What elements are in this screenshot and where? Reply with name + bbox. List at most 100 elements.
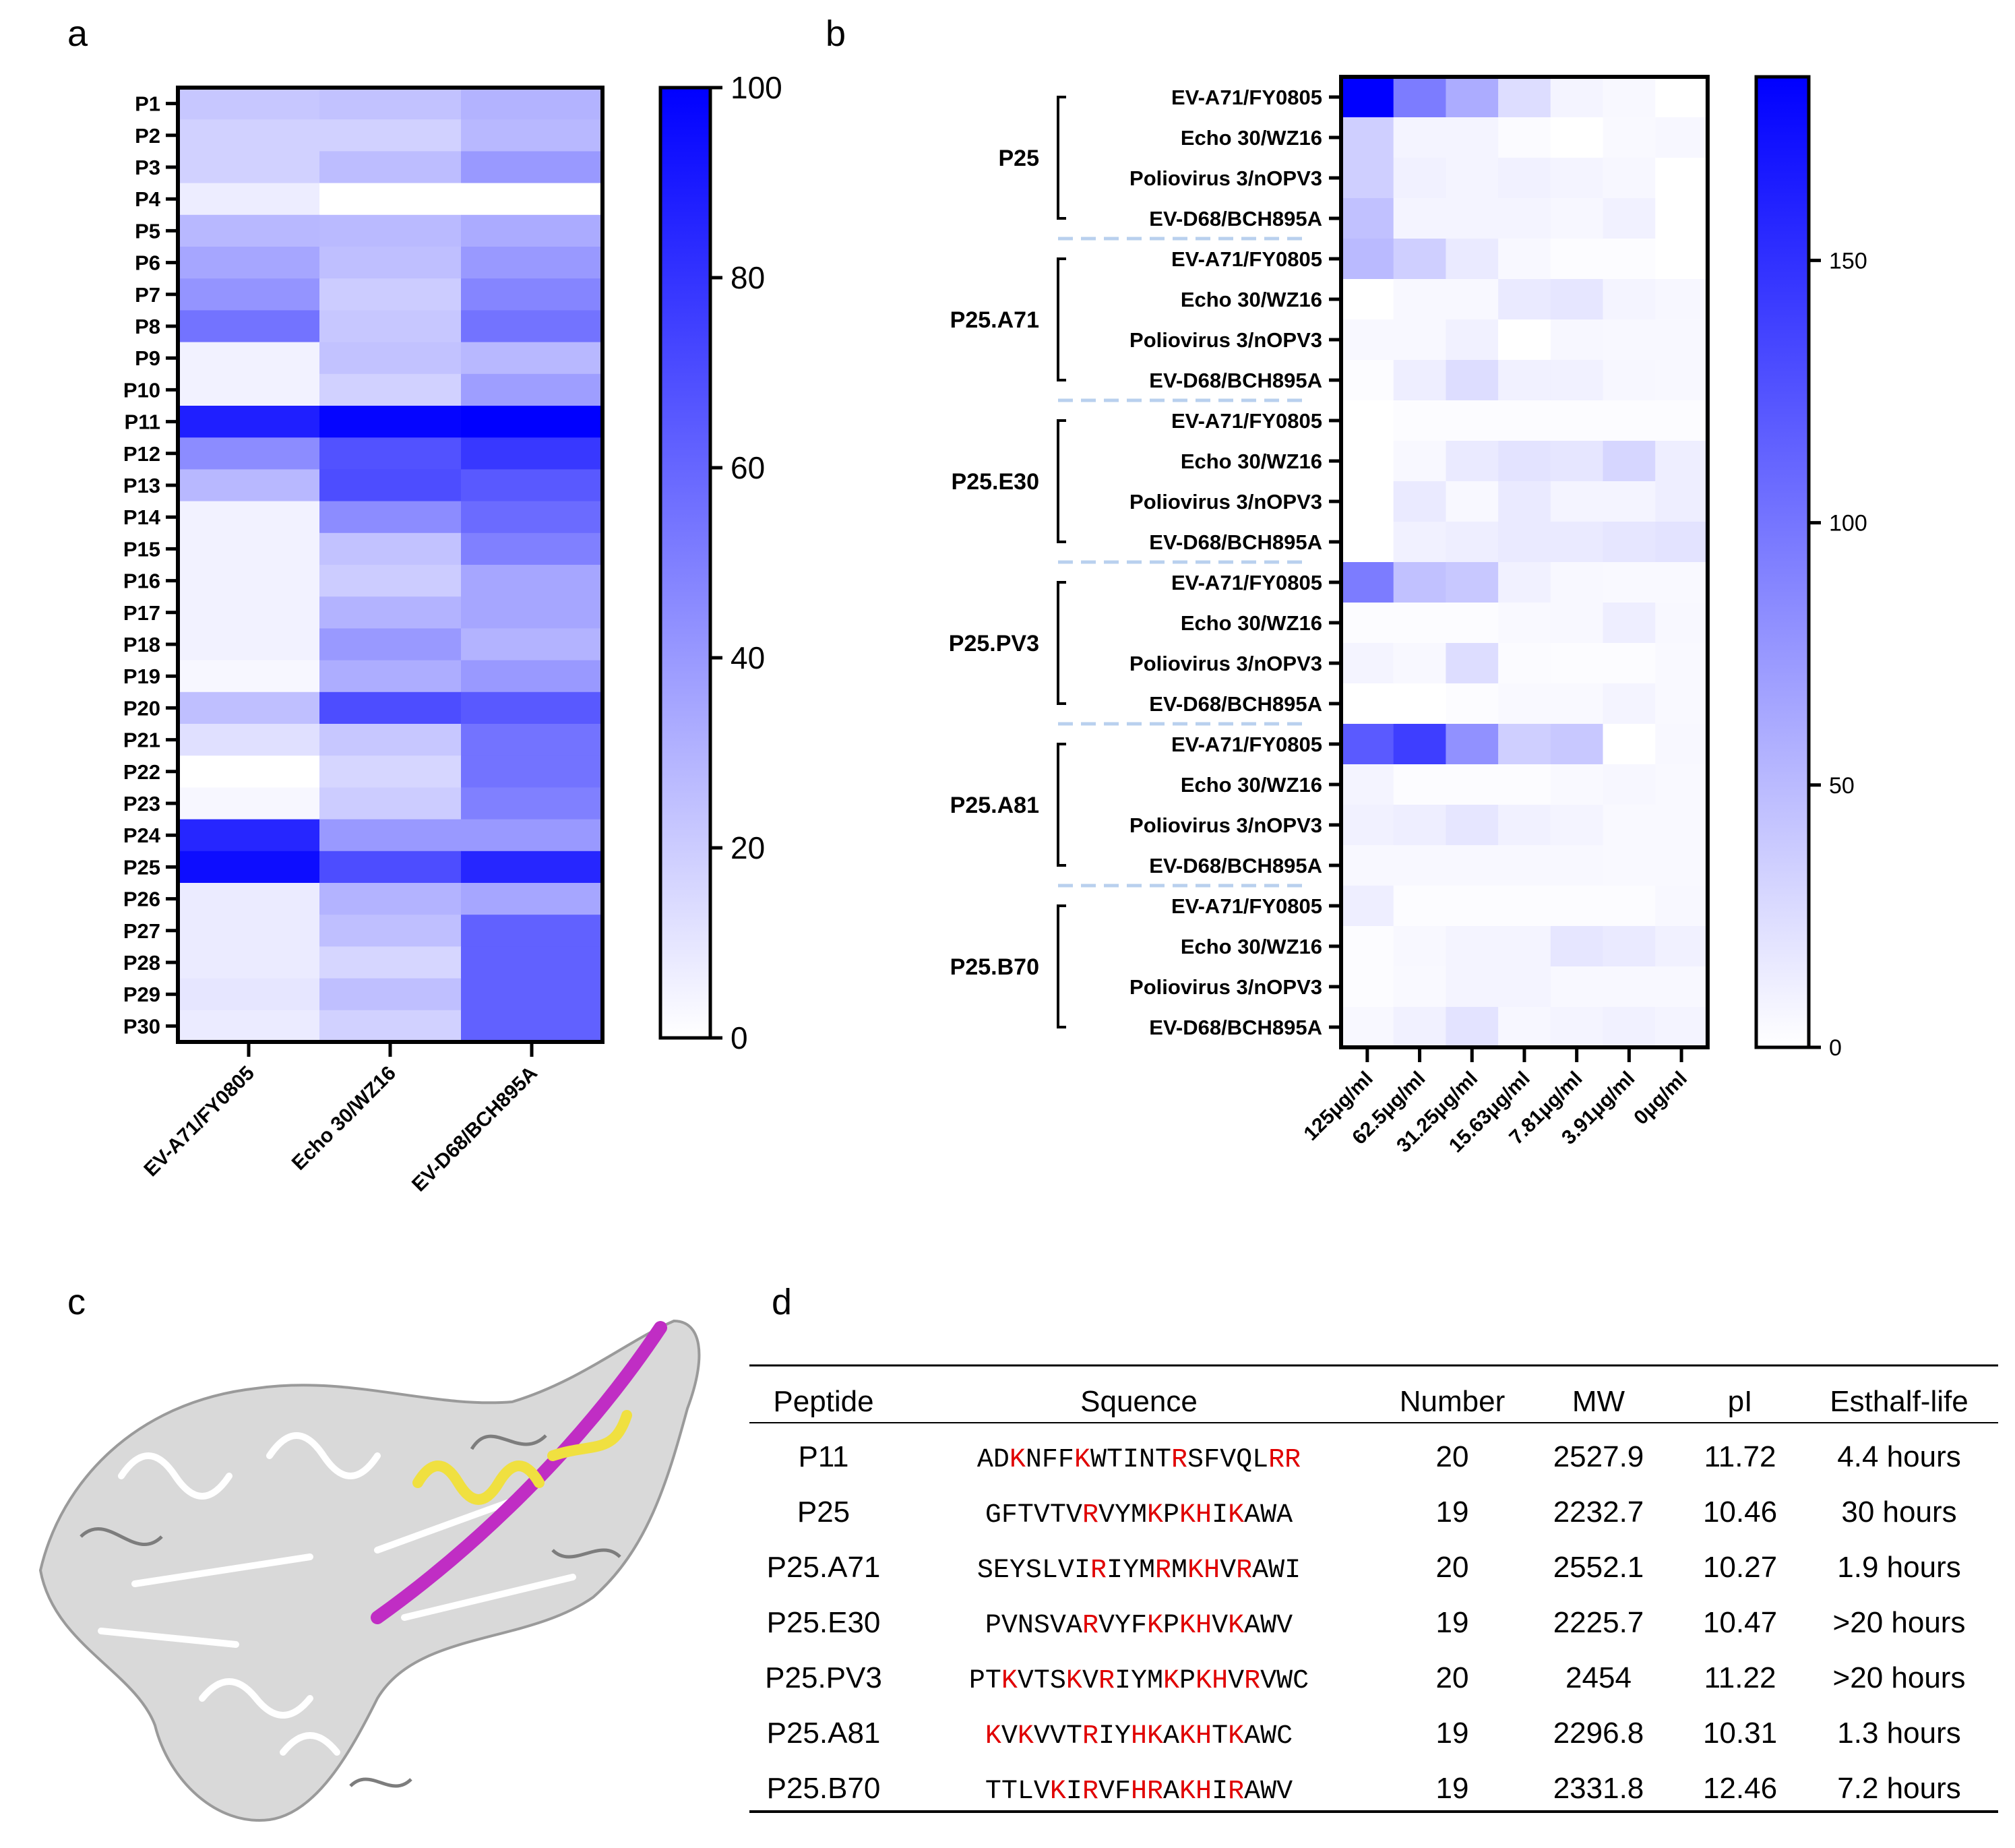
a-cell-P28-2 xyxy=(319,946,462,979)
b-row-label: Poliovirus 3/nOPV3 xyxy=(1129,328,1322,352)
d-residue: H xyxy=(1196,1777,1212,1807)
d-residue: R xyxy=(1228,1777,1244,1807)
d-residue: L xyxy=(1252,1445,1268,1475)
d-residue: A xyxy=(1244,1611,1260,1641)
d-residue: H xyxy=(1131,1721,1147,1752)
d-mw: 2331.8 xyxy=(1553,1772,1644,1805)
d-halflife: 1.9 hours xyxy=(1837,1551,1960,1584)
b-cell-15-2 xyxy=(1446,683,1499,725)
d-residue: K xyxy=(1179,1611,1196,1641)
d-residue: I xyxy=(1066,1777,1082,1807)
b-row-label: EV-A71/FY0805 xyxy=(1171,247,1322,271)
d-residue: K xyxy=(1147,1721,1163,1752)
b-cell-0-1 xyxy=(1393,77,1446,118)
b-cell-8-0 xyxy=(1341,400,1394,441)
a-col-label-3: EV-D68/BCH895A xyxy=(408,1062,542,1196)
d-residue: W xyxy=(1260,1500,1276,1531)
a-cell-P12-3 xyxy=(461,437,603,470)
b-row-label: Poliovirus 3/nOPV3 xyxy=(1129,652,1322,675)
b-cell-3-5 xyxy=(1603,198,1656,239)
d-residue: V xyxy=(1098,1611,1115,1641)
a-cell-P8-1 xyxy=(178,310,320,343)
a-cell-P16-2 xyxy=(319,565,462,597)
b-cell-22-0 xyxy=(1341,966,1394,1008)
a-cell-P20-3 xyxy=(461,691,603,725)
a-row-label-P28: P28 xyxy=(123,951,160,975)
b-cell-15-5 xyxy=(1603,683,1656,725)
b-cell-22-4 xyxy=(1550,966,1603,1008)
b-cell-12-1 xyxy=(1393,562,1446,603)
a-colorbar-label-60: 60 xyxy=(731,450,765,485)
d-residue: P xyxy=(1163,1500,1179,1531)
b-group-bracket xyxy=(1057,743,1066,867)
a-cell-P6-2 xyxy=(319,247,462,279)
b-cell-21-1 xyxy=(1393,926,1446,967)
d-halflife: >20 hours xyxy=(1833,1606,1966,1639)
d-residue: Y xyxy=(1115,1500,1131,1531)
b-cell-12-0 xyxy=(1341,562,1394,603)
d-residue: W xyxy=(1090,1445,1107,1475)
b-cell-6-2 xyxy=(1446,319,1499,361)
b-cell-13-2 xyxy=(1446,603,1499,644)
b-cell-6-3 xyxy=(1498,319,1551,361)
a-cell-P23-3 xyxy=(461,787,603,820)
d-residue: I xyxy=(1212,1777,1228,1807)
b-cell-5-6 xyxy=(1655,279,1708,320)
d-residue: V xyxy=(1098,1500,1115,1531)
b-group-bracket xyxy=(1057,96,1066,220)
a-cell-P3-1 xyxy=(178,151,320,184)
a-row-label-P24: P24 xyxy=(123,824,161,847)
b-cell-4-4 xyxy=(1550,239,1603,280)
a-cell-P4-3 xyxy=(461,183,603,216)
a-cell-P27-3 xyxy=(461,915,603,947)
a-cell-P27-1 xyxy=(178,915,320,947)
b-group-bracket xyxy=(1057,581,1066,705)
b-cell-2-1 xyxy=(1393,158,1446,199)
a-cell-P23-1 xyxy=(178,787,320,820)
d-residue: S xyxy=(977,1556,993,1586)
d-residue: A xyxy=(1244,1500,1260,1531)
b-col-label-7: 0μg/ml xyxy=(1630,1068,1692,1130)
b-cell-18-6 xyxy=(1655,805,1708,846)
d-residue: T xyxy=(985,1666,1001,1696)
b-cell-3-3 xyxy=(1498,198,1551,239)
b-cell-9-2 xyxy=(1446,441,1499,482)
d-residue: V xyxy=(1001,1721,1018,1752)
a-row-label-P18: P18 xyxy=(123,633,160,656)
a-row-label-P22: P22 xyxy=(123,760,160,784)
a-cell-P9-1 xyxy=(178,342,320,375)
d-peptide: P25.PV3 xyxy=(765,1661,882,1694)
d-residue: D xyxy=(993,1445,1010,1475)
d-residue: R xyxy=(1090,1556,1107,1586)
d-residue: V xyxy=(1228,1666,1244,1696)
d-peptide: P25.E30 xyxy=(767,1606,881,1639)
d-residue: I xyxy=(1074,1556,1090,1586)
a-cell-P24-3 xyxy=(461,819,603,852)
d-number: 19 xyxy=(1436,1717,1469,1750)
b-cell-18-1 xyxy=(1393,805,1446,846)
d-residue: K xyxy=(1196,1666,1212,1696)
b-cell-6-5 xyxy=(1603,319,1656,361)
d-residue: A xyxy=(1163,1721,1179,1752)
b-group-bracket xyxy=(1057,257,1066,381)
d-residue: F xyxy=(1131,1611,1147,1641)
d-sequence: SEYSLVIRIYMRMKHVRAWI xyxy=(977,1556,1301,1586)
b-cell-17-4 xyxy=(1550,764,1603,805)
a-cell-P11-3 xyxy=(461,406,603,438)
d-residue: Y xyxy=(1115,1611,1131,1641)
b-cell-1-0 xyxy=(1341,117,1394,158)
b-group-label-P25.PV3: P25.PV3 xyxy=(949,631,1039,656)
b-cell-7-2 xyxy=(1446,360,1499,401)
b-cell-9-4 xyxy=(1550,441,1603,482)
b-cell-7-3 xyxy=(1498,360,1551,401)
a-cell-P17-2 xyxy=(319,596,462,629)
a-row-label-P2: P2 xyxy=(135,124,160,148)
a-cell-P18-3 xyxy=(461,628,603,661)
b-cell-10-2 xyxy=(1446,481,1499,522)
b-cell-10-0 xyxy=(1341,481,1394,522)
a-cell-P13-3 xyxy=(461,469,603,502)
d-residue: K xyxy=(1228,1500,1244,1531)
b-row-label: EV-D68/BCH895A xyxy=(1149,854,1322,877)
b-cell-0-6 xyxy=(1655,77,1708,118)
a-cell-P25-1 xyxy=(178,851,320,884)
